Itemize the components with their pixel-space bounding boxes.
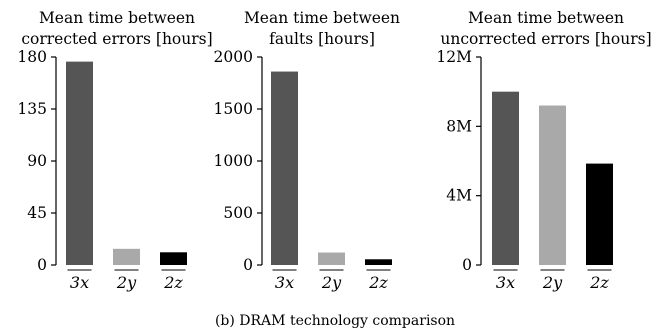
chart-2-tick-label: 500 <box>223 204 253 222</box>
chart-1-category-label: 2z <box>163 273 183 292</box>
chart-1-bar-3x <box>66 61 93 265</box>
chart-1-bar-2z <box>160 252 187 265</box>
chart-2-category-label: 3x <box>275 273 294 292</box>
chart-2-tick-label: 2000 <box>214 48 253 66</box>
chart-3-title-line-2: uncorrected errors [hours] <box>440 30 651 48</box>
chart-1-tick-label: 90 <box>27 152 47 170</box>
chart-2-tick-label: 1500 <box>214 100 253 118</box>
chart-2-category-label: 2z <box>368 273 388 292</box>
chart-3-category-label: 2z <box>589 273 609 292</box>
chart-3-tick-label: 12M <box>436 48 472 66</box>
chart-1-tick-label: 180 <box>17 48 47 66</box>
chart-3-title-line-1: Mean time between <box>468 9 624 27</box>
chart-2-tick-label: 0 <box>243 256 253 274</box>
chart-1-category-label: 2y <box>116 273 137 292</box>
chart-2: Mean time between faults [hours] 0 500 1000 1… <box>214 9 401 292</box>
chart-1-title-line-1: Mean time between <box>39 9 195 27</box>
chart-3-tick-label: 0 <box>462 256 472 274</box>
chart-1-category-label: 3x <box>70 273 89 292</box>
chart-2-bar-2y <box>318 252 345 265</box>
chart-1-tick-label: 0 <box>37 256 47 274</box>
chart-3-bar-3x <box>492 91 519 266</box>
chart-3-tick-label: 8M <box>446 117 472 135</box>
chart-3-category-label: 2y <box>542 273 563 292</box>
chart-1-bar-2y <box>113 248 140 265</box>
figure-caption: (b) DRAM technology comparison <box>215 313 455 329</box>
chart-3-bar-2y <box>539 105 566 266</box>
chart-1: Mean time between corrected errors [hours… <box>17 9 212 292</box>
chart-2-title-line-2: faults [hours] <box>269 30 375 48</box>
chart-2-tick-label: 1000 <box>214 152 253 170</box>
chart-2-bar-2z <box>365 259 392 265</box>
chart-2-title-line-1: Mean time between <box>244 9 400 27</box>
chart-3-category-label: 3x <box>496 273 515 292</box>
chart-3-bar-2z <box>586 163 613 265</box>
chart-1-title-line-2: corrected errors [hours] <box>21 30 212 48</box>
charts-group: Mean time between corrected errors [hours… <box>17 9 651 292</box>
chart-3-tick-label: 4M <box>446 187 472 205</box>
chart-3: Mean time between uncorrected errors [hou… <box>436 9 651 292</box>
chart-1-tick-label: 135 <box>17 100 47 118</box>
chart-1-tick-label: 45 <box>27 204 47 222</box>
chart-2-bar-3x <box>271 71 298 265</box>
chart-2-category-label: 2y <box>321 273 342 292</box>
